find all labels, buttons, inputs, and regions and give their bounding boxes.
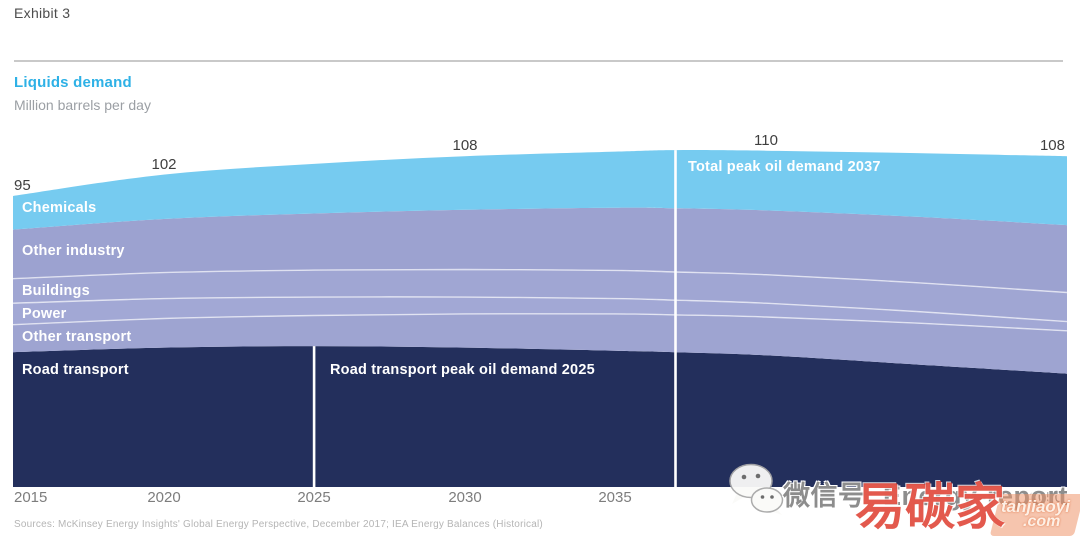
- page-subtitle: Million barrels per day: [14, 97, 151, 113]
- area-other-transport: [13, 313, 1067, 374]
- wechat-icon: [729, 463, 784, 515]
- area-buildings: [13, 269, 1067, 322]
- area-other-industry: [13, 207, 1067, 293]
- site-watermark-name: 易碳家: [855, 479, 1005, 535]
- annotation-total-peak: Total peak oil demand 2037: [688, 159, 881, 175]
- value-label-2020: 102: [151, 156, 177, 173]
- band-label-other-industry: Other industry: [22, 243, 125, 259]
- value-label-2015: 95: [14, 177, 31, 194]
- separator-line: [13, 296, 1067, 323]
- sources-note: Sources: McKinsey Energy Insights' Globa…: [14, 519, 543, 530]
- separator-line: [13, 268, 1067, 294]
- page-title: Liquids demand: [14, 74, 132, 91]
- value-label-2030: 108: [452, 137, 478, 154]
- band-label-chemicals: Chemicals: [22, 200, 97, 216]
- header-divider: [14, 60, 1063, 62]
- value-label-2040: 110: [754, 132, 778, 149]
- x-axis-label-2020: 2020: [147, 489, 181, 506]
- site-watermark-url-tld: .com: [1023, 513, 1061, 530]
- site-watermark-url: tanjiaoyi: [1001, 497, 1070, 516]
- annotation-road-transport-peak: Road transport peak oil demand 2025: [330, 362, 595, 378]
- band-label-buildings: Buildings: [22, 283, 90, 299]
- area-chemicals: [13, 150, 1067, 230]
- separator-line: [13, 313, 1067, 332]
- band-label-power: Power: [22, 306, 67, 322]
- band-label-road-transport: Road transport: [22, 362, 129, 378]
- x-axis-label-2035: 2035: [598, 489, 632, 506]
- x-axis-label-2030: 2030: [448, 489, 482, 506]
- demand-area-chart: [13, 150, 1067, 487]
- area-road-transport: [13, 346, 1067, 487]
- x-axis-label-2015: 2015: [14, 489, 48, 506]
- band-label-other-transport: Other transport: [22, 329, 132, 345]
- x-axis-label-2025: 2025: [297, 489, 331, 506]
- exhibit-label: Exhibit 3: [14, 5, 71, 21]
- value-label-2050: 108: [1039, 137, 1065, 154]
